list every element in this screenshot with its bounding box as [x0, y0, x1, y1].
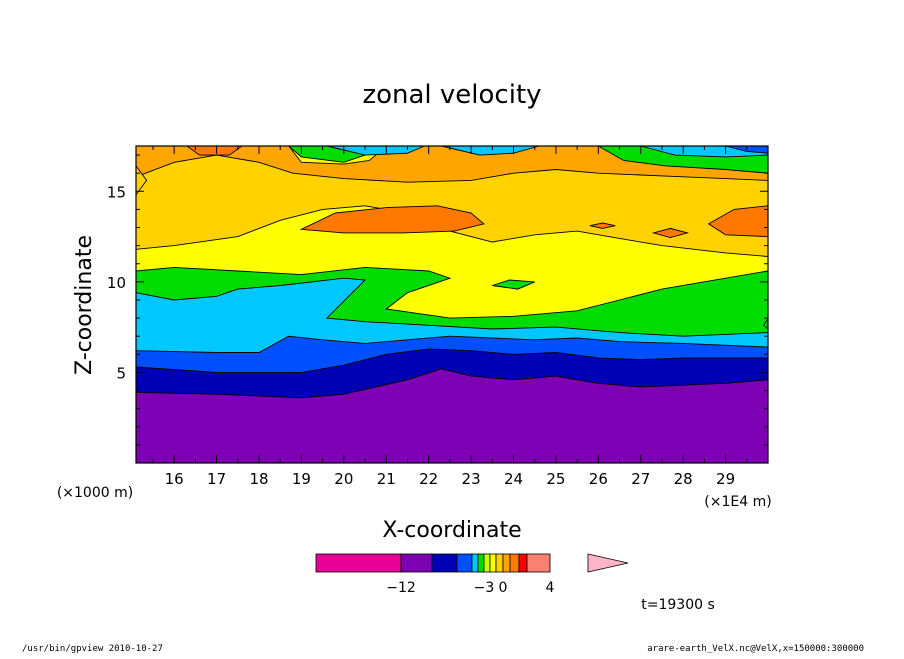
colorbar-swatch [315, 553, 402, 573]
colorbar-swatch [477, 553, 485, 573]
contour-line-4 [135, 266, 769, 319]
contour-line-1 [135, 348, 768, 373]
contour-patch-0 [299, 205, 485, 234]
x-tick-label: 23 [462, 470, 481, 488]
contour-band-0 [136, 368, 768, 463]
plot-area [135, 145, 769, 463]
y-axis-ticks: 5 10 15 [107, 154, 768, 446]
x-tick-label: 27 [631, 470, 650, 488]
contour-band-1 [136, 348, 768, 398]
plot-frame [135, 145, 769, 464]
y-tick-label: 10 [107, 274, 126, 292]
contour-band-4 [136, 267, 768, 337]
x-axis-label: X-coordinate [382, 518, 521, 543]
colorbar: −12 −3 0 4 [315, 553, 629, 596]
x-tick-label: 18 [249, 470, 268, 488]
x-tick-label: 16 [165, 470, 184, 488]
colorbar-swatch [483, 553, 491, 573]
x-tick-label: 19 [292, 470, 311, 488]
x-tick-label: 24 [504, 470, 523, 488]
x-tick-label: 22 [419, 470, 438, 488]
contour-patch-2 [589, 222, 616, 229]
x-tick-label: 20 [334, 470, 353, 488]
x-unit-label: (×1E4 m) [704, 494, 771, 510]
contour-band-3 [136, 278, 768, 353]
contour-band-6 [136, 155, 768, 257]
colorbar-swatch [471, 553, 479, 573]
contour-patch-3 [651, 227, 690, 238]
colorbar-label: 0 [499, 580, 508, 596]
colorbar-swatch [526, 553, 551, 573]
colorbar-swatch [495, 553, 504, 573]
y-unit-label: (×1000 m) [57, 485, 133, 501]
contour-band-2 [136, 336, 768, 373]
colorbar-label: 4 [546, 580, 555, 596]
x-tick-label: 17 [207, 470, 226, 488]
y-axis-label: Z-coordinate [72, 235, 97, 375]
colorbar-label: −12 [386, 580, 416, 596]
contour-line-2 [135, 335, 769, 353]
x-tick-label: 26 [589, 470, 608, 488]
contour-line-0 [135, 368, 769, 399]
x-tick-label: 25 [546, 470, 565, 488]
colorbar-swatch [509, 553, 520, 573]
colorbar-swatch [489, 553, 497, 573]
footer-right: arare-earth_VelX.nc@VelX,x=150000:300000 [647, 644, 864, 654]
x-axis-ticks: 16 17 18 19 20 21 22 23 24 25 26 27 28 29 [152, 146, 748, 488]
y-tick-label: 15 [107, 183, 126, 201]
contour-line-3 [135, 277, 769, 337]
colorbar-swatch [431, 553, 458, 573]
x-tick-label: 29 [716, 470, 735, 488]
y-tick-label: 5 [116, 364, 126, 382]
time-label: t=19300 s [641, 597, 715, 613]
colorbar-swatch [502, 553, 511, 573]
contour-line-6 [135, 154, 769, 183]
chart-title: zonal velocity [362, 80, 541, 110]
colorbar-swatch [518, 553, 528, 573]
colorbar-swatch [456, 553, 473, 573]
footer-left: /usr/bin/gpview 2010-10-27 [22, 644, 163, 654]
colorbar-arrow [587, 553, 629, 573]
colorbar-label: −3 [474, 580, 495, 596]
contour-patch-13 [492, 279, 535, 290]
contour-band-5 [136, 205, 768, 319]
x-tick-label: 28 [674, 470, 693, 488]
colorbar-swatch [400, 553, 433, 573]
x-tick-label: 21 [377, 470, 396, 488]
